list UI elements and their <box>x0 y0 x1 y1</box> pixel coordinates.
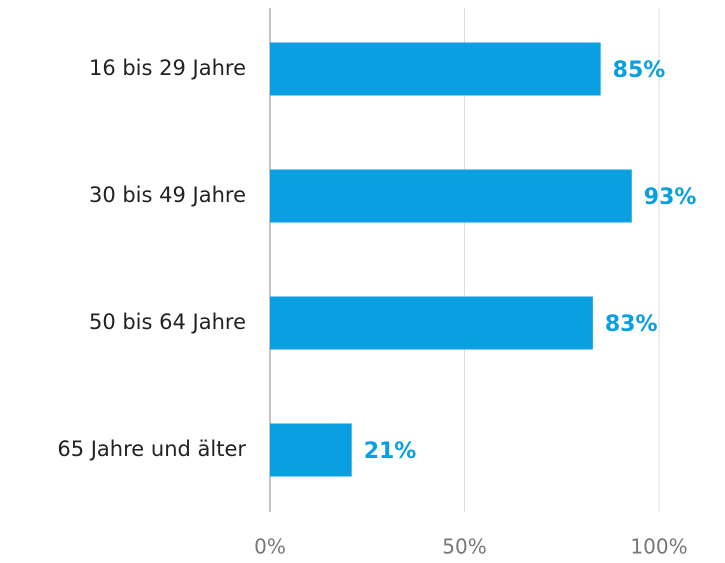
data-label: 85% <box>613 58 666 83</box>
bar <box>270 423 352 477</box>
y-tick-label: 30 bis 49 Jahre <box>89 183 246 207</box>
data-label: 21% <box>364 439 417 464</box>
bar <box>270 296 593 350</box>
data-label: 83% <box>605 312 658 337</box>
y-tick-label: 65 Jahre und älter <box>57 437 246 461</box>
bar <box>270 42 601 96</box>
x-tick-label: 50% <box>442 535 486 559</box>
x-tick-label: 100% <box>630 535 687 559</box>
data-label: 93% <box>644 185 697 210</box>
y-tick-label: 16 bis 29 Jahre <box>89 56 246 80</box>
y-tick-label: 50 bis 64 Jahre <box>89 310 246 334</box>
bar <box>270 169 632 223</box>
x-tick-label: 0% <box>254 535 286 559</box>
